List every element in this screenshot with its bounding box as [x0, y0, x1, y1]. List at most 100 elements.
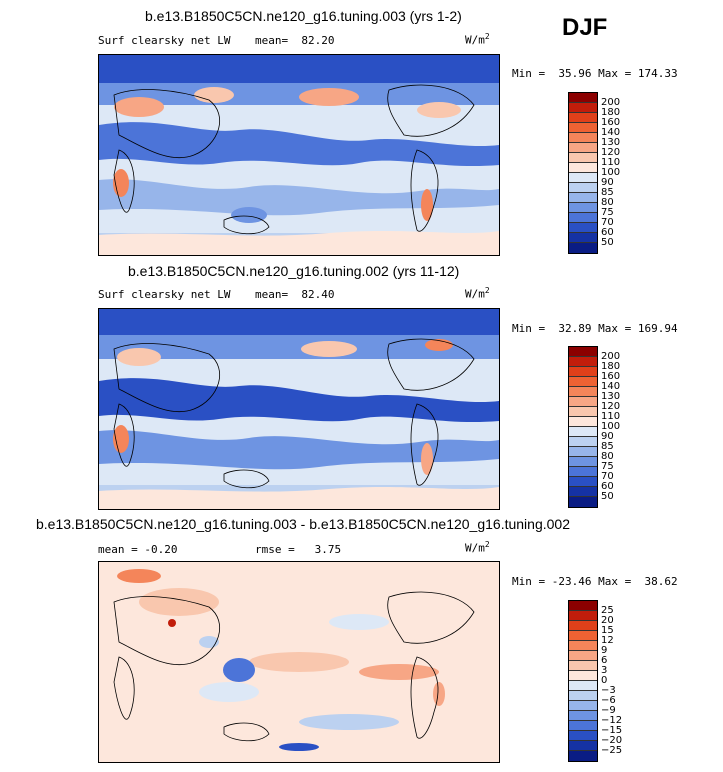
panel3-map-field — [99, 562, 499, 762]
colorbar-segment — [569, 621, 597, 631]
colorbar-tick-label: 80 — [601, 197, 614, 208]
colorbar-tick-label: 15 — [601, 625, 614, 636]
colorbar-tick-label: 100 — [601, 167, 621, 178]
panel1-units: W/m2 — [465, 32, 490, 47]
colorbar-segment — [569, 691, 597, 701]
colorbar-segment — [569, 243, 597, 253]
colorbar-segment — [569, 671, 597, 681]
colorbar-tick-label: 90 — [601, 177, 614, 188]
colorbar-segment — [569, 233, 597, 243]
colorbar-tick-label: −20 — [601, 735, 623, 746]
colorbar-segment — [569, 113, 597, 123]
colorbar-tick-label: 160 — [601, 117, 621, 128]
colorbar-segment — [569, 711, 597, 721]
colorbar-segment — [569, 427, 597, 437]
colorbar-tick-label: 140 — [601, 381, 621, 392]
colorbar-tick-label: 85 — [601, 187, 614, 198]
colorbar-tick-label: −6 — [601, 695, 616, 706]
colorbar-tick-label: −25 — [601, 745, 623, 756]
colorbar-tick-label: 60 — [601, 481, 614, 492]
panel3-units: W/m2 — [465, 540, 490, 555]
panel3-minmax: Min = -23.46 Max = 38.62 — [512, 575, 678, 588]
colorbar-segment — [569, 193, 597, 203]
panel2-variable: Surf clearsky net LW — [98, 288, 231, 301]
colorbar-tick-label: 20 — [601, 615, 614, 626]
colorbar-segment — [569, 497, 597, 507]
colorbar-segment — [569, 123, 597, 133]
colorbar-segment — [569, 183, 597, 193]
colorbar-segment — [569, 103, 597, 113]
colorbar-segment — [569, 407, 597, 417]
colorbar-segment — [569, 487, 597, 497]
colorbar-segment — [569, 467, 597, 477]
season-label: DJF — [562, 14, 608, 41]
colorbar-segment — [569, 741, 597, 751]
colorbar-segment — [569, 367, 597, 377]
panel1-mean: mean= 82.20 — [255, 34, 335, 47]
colorbar-segment — [569, 751, 597, 761]
panel1-variable: Surf clearsky net LW — [98, 34, 231, 47]
colorbar-tick-label: 6 — [601, 655, 608, 666]
colorbar-segment — [569, 661, 597, 671]
panel3-mean: mean = -0.20 — [98, 543, 178, 556]
colorbar-segment — [569, 437, 597, 447]
colorbar-segment — [569, 203, 597, 213]
panel1-minmax: Min = 35.96 Max = 174.33 — [512, 67, 678, 80]
colorbar-tick-label: 60 — [601, 227, 614, 238]
colorbar-segment — [569, 397, 597, 407]
colorbar-segment — [569, 143, 597, 153]
colorbar-segment — [569, 641, 597, 651]
colorbar-tick-label: 85 — [601, 441, 614, 452]
colorbar-tick-label: 200 — [601, 97, 621, 108]
colorbar-segment — [569, 173, 597, 183]
panel3-title: b.e13.B1850C5CN.ne120_g16.tuning.003 - b… — [36, 516, 570, 532]
colorbar-tick-label: 180 — [601, 361, 621, 372]
panel3-colorbar — [568, 600, 598, 762]
colorbar-tick-label: 100 — [601, 421, 621, 432]
colorbar-tick-label: 110 — [601, 157, 621, 168]
colorbar-tick-label: −12 — [601, 715, 623, 726]
colorbar-tick-label: 70 — [601, 217, 614, 228]
panel3-map — [98, 561, 500, 763]
colorbar-tick-label: 50 — [601, 237, 614, 248]
colorbar-segment — [569, 417, 597, 427]
panel2-map — [98, 308, 500, 510]
colorbar-tick-label: 9 — [601, 645, 608, 656]
colorbar-tick-label: −9 — [601, 705, 616, 716]
colorbar-tick-label: 0 — [601, 675, 608, 686]
colorbar-tick-label: 3 — [601, 665, 608, 676]
colorbar-segment — [569, 387, 597, 397]
colorbar-segment — [569, 457, 597, 467]
colorbar-tick-label: 90 — [601, 431, 614, 442]
colorbar-tick-label: 120 — [601, 401, 621, 412]
colorbar-segment — [569, 477, 597, 487]
colorbar-tick-label: 140 — [601, 127, 621, 138]
colorbar-segment — [569, 163, 597, 173]
colorbar-segment — [569, 133, 597, 143]
colorbar-segment — [569, 731, 597, 741]
colorbar-tick-label: 75 — [601, 461, 614, 472]
colorbar-tick-label: 50 — [601, 491, 614, 502]
colorbar-segment — [569, 347, 597, 357]
colorbar-tick-label: 160 — [601, 371, 621, 382]
colorbar-tick-label: 200 — [601, 351, 621, 362]
colorbar-tick-label: 12 — [601, 635, 614, 646]
colorbar-segment — [569, 651, 597, 661]
colorbar-segment — [569, 223, 597, 233]
panel2-title: b.e13.B1850C5CN.ne120_g16.tuning.002 (yr… — [128, 263, 460, 279]
panel2-units: W/m2 — [465, 286, 490, 301]
colorbar-tick-label: 120 — [601, 147, 621, 158]
colorbar-segment — [569, 681, 597, 691]
colorbar-tick-label: 75 — [601, 207, 614, 218]
colorbar-segment — [569, 611, 597, 621]
colorbar-tick-label: 80 — [601, 451, 614, 462]
panel2-minmax: Min = 32.89 Max = 169.94 — [512, 322, 678, 335]
colorbar-segment — [569, 631, 597, 641]
colorbar-segment — [569, 93, 597, 103]
colorbar-segment — [569, 447, 597, 457]
colorbar-segment — [569, 153, 597, 163]
colorbar-tick-label: −3 — [601, 685, 616, 696]
panel2-mean: mean= 82.40 — [255, 288, 335, 301]
colorbar-segment — [569, 601, 597, 611]
panel2-map-field — [99, 309, 499, 509]
